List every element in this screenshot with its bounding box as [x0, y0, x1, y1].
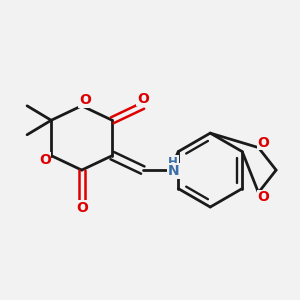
Text: O: O	[79, 93, 91, 107]
Text: O: O	[257, 190, 269, 204]
Text: O: O	[76, 201, 88, 215]
Text: O: O	[39, 153, 51, 166]
Text: N: N	[167, 164, 179, 178]
Text: O: O	[257, 136, 269, 150]
Text: H: H	[168, 155, 178, 169]
Text: O: O	[137, 92, 149, 106]
